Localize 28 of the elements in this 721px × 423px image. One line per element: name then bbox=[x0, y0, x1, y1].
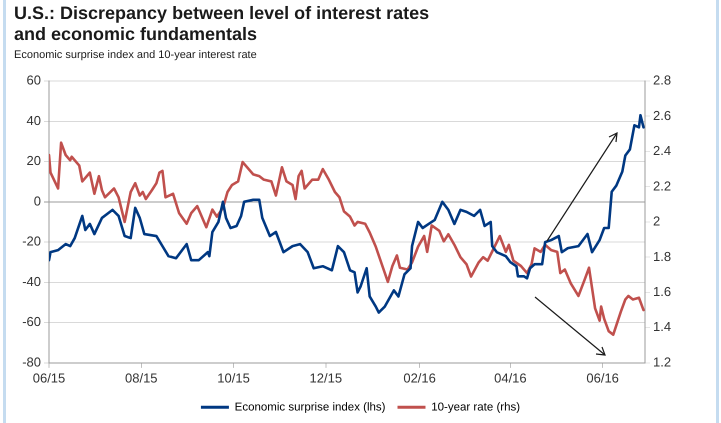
y2-tick-label: 1.4 bbox=[653, 319, 672, 334]
y2-tick-label: 1.2 bbox=[653, 354, 672, 370]
y-tick-label: 20 bbox=[26, 153, 41, 168]
y2-tick-label: 2.6 bbox=[653, 108, 672, 123]
x-tick-label: 08/15 bbox=[125, 370, 158, 386]
y-tick-label: -60 bbox=[22, 314, 41, 330]
y-tick-label: -80 bbox=[22, 354, 41, 370]
x-tick-label: 06/16 bbox=[586, 370, 619, 386]
x-tick-label: 04/16 bbox=[494, 370, 527, 386]
legend-label: 10-year rate (rhs) bbox=[431, 401, 520, 414]
x-tick-label: 02/16 bbox=[403, 370, 436, 386]
y2-tick-label: 2.4 bbox=[653, 143, 672, 158]
y-tick-label: 0 bbox=[34, 193, 41, 208]
x-tick-label: 06/15 bbox=[32, 370, 66, 386]
chart-subtitle: Economic surprise index and 10-year interest rate bbox=[14, 49, 257, 61]
chart-title: U.S.: Discrepancy between level of interest rates and economic fundamentals bbox=[14, 3, 430, 45]
y2-tick-label: 1.6 bbox=[653, 284, 672, 300]
y-tick-label: 40 bbox=[26, 112, 41, 128]
y-tick-label: -40 bbox=[22, 274, 41, 289]
x-tick-label: 10/15 bbox=[217, 370, 250, 386]
y2-tick-label: 1.8 bbox=[653, 248, 672, 264]
y2-tick-label: 2.8 bbox=[653, 72, 672, 88]
y-tick-label: 60 bbox=[26, 72, 41, 88]
legend-label: Economic surprise index (lhs) bbox=[234, 401, 386, 414]
y2-tick-label: 2 bbox=[653, 214, 660, 229]
x-tick-label: 12/15 bbox=[310, 370, 342, 386]
y-tick-label: -20 bbox=[22, 234, 41, 249]
y2-tick-label: 2.2 bbox=[653, 178, 672, 194]
